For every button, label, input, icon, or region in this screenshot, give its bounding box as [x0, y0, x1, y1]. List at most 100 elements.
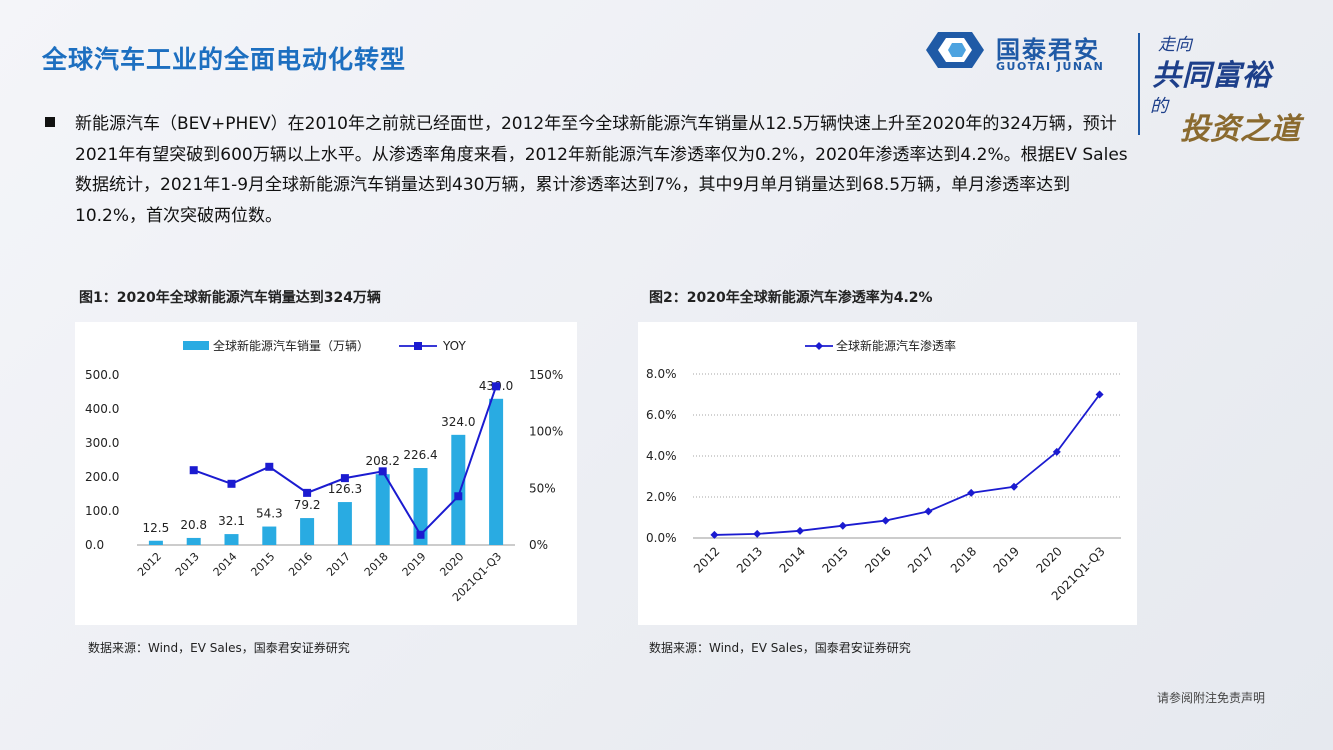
- bar-data-label: 20.8: [180, 518, 207, 532]
- x-tick-label: 2016: [286, 550, 315, 579]
- summary-paragraph: 新能源汽车（BEV+PHEV）在2010年之前就已经面世，2012年至今全球新能…: [75, 114, 1128, 226]
- y-tick-label: 6.0%: [646, 408, 677, 422]
- y-tick-label: 4.0%: [646, 449, 677, 463]
- bar-data-label: 32.1: [218, 514, 245, 528]
- figure2-panel: 全球新能源汽车渗透率 0.0% 2.0% 4.0% 6.0% 8.0% 2012 2013 20…: [638, 322, 1137, 625]
- slogan-line-4: 投资之道: [1180, 112, 1300, 147]
- legend-line-marker: [815, 342, 823, 350]
- yoy-point: [416, 530, 425, 539]
- bar-data-label: 54.3: [256, 507, 283, 521]
- y-tick-label: 200.0: [85, 470, 119, 484]
- y-tick-label: 400.0: [85, 402, 119, 416]
- slogan-line-1: 走向: [1158, 35, 1192, 55]
- legend-bar-swatch: [183, 341, 209, 350]
- penetration-point: [796, 526, 804, 535]
- x-tick-label: 2012: [691, 544, 722, 575]
- x-tick-label: 2013: [734, 544, 765, 575]
- disclaimer: 请参阅附注免责声明: [1157, 691, 1266, 705]
- guotai-junan-logo-icon: [926, 32, 984, 68]
- bar-data-label: 126.3: [328, 482, 362, 496]
- bar-data-label: 208.2: [366, 454, 400, 468]
- figure1-source: 数据来源：Wind，EV Sales，国泰君安证券研究: [88, 641, 350, 655]
- penetration-point: [838, 521, 847, 530]
- x-tick-label: 2018: [948, 544, 979, 575]
- y-tick-label: 500.0: [85, 368, 119, 382]
- penetration-line: [714, 393, 1101, 536]
- y-tick-label: 300.0: [85, 436, 119, 450]
- y2-tick-label: 50%: [529, 481, 556, 495]
- y-tick-label: 2.0%: [646, 490, 677, 504]
- yoy-point: [189, 466, 198, 475]
- x-tick-label: 2014: [777, 544, 808, 575]
- penetration-point: [1052, 447, 1061, 456]
- legend-line-marker: [414, 342, 422, 350]
- x-tick-label: 2014: [211, 550, 240, 579]
- penetration-point: [924, 507, 933, 516]
- yoy-point: [303, 488, 312, 497]
- logo-english-name: GUOTAI JUNAN: [996, 60, 1105, 73]
- sales-chart: 全球新能源汽车销量（万辆） YOY 0.0 100.0 200.0 300.0 400.0 5…: [85, 338, 563, 604]
- penetration-chart: 全球新能源汽车渗透率 0.0% 2.0% 4.0% 6.0% 8.0% 2012 2013 20…: [646, 338, 1121, 603]
- bar: [262, 526, 277, 545]
- y-tick-label: 0.0: [85, 538, 104, 552]
- x-tick-label: 2015: [248, 550, 277, 579]
- yoy-point: [265, 462, 274, 471]
- bar: [148, 540, 163, 545]
- bar: [413, 468, 428, 545]
- page-title: 全球汽车工业的全面电动化转型: [42, 45, 407, 74]
- yoy-point: [454, 492, 463, 501]
- slogan-line-2: 共同富裕: [1152, 58, 1273, 92]
- x-tick-label: 2019: [991, 544, 1022, 575]
- penetration-point: [881, 516, 890, 525]
- x-tick-label: 2020: [1033, 544, 1064, 575]
- bar-data-label: 79.2: [294, 498, 321, 512]
- penetration-point: [753, 529, 762, 538]
- penetration-point: [967, 488, 976, 497]
- x-tick-label: 2016: [862, 544, 893, 575]
- bar: [300, 518, 315, 545]
- penetration-point: [1095, 390, 1104, 399]
- x-tick-label: 2015: [819, 544, 850, 575]
- x-tick-label: 2020: [437, 550, 466, 579]
- penetration-point: [710, 530, 719, 539]
- bar: [451, 434, 466, 545]
- figure1-title: 图1：2020年全球新能源汽车销量达到324万辆: [79, 290, 381, 306]
- bullet-square-icon: [45, 117, 55, 127]
- yoy-point: [340, 474, 349, 483]
- slogan: 走向 共同富裕 的 投资之道: [1150, 30, 1300, 147]
- x-tick-label: 2013: [173, 550, 202, 579]
- legend-line-label: YOY: [442, 339, 466, 353]
- bar: [337, 502, 352, 545]
- bar-data-label: 324.0: [441, 415, 475, 429]
- bar: [224, 534, 239, 545]
- figure2-title: 图2：2020年全球新能源汽车渗透率为4.2%: [649, 290, 933, 306]
- brand-logo: 国泰君安 GUOTAI JUNAN: [924, 28, 1194, 73]
- figure1-panel: 全球新能源汽车销量（万辆） YOY 0.0 100.0 200.0 300.0 400.0 5…: [75, 322, 577, 625]
- yoy-point: [378, 467, 387, 476]
- legend-bar-label: 全球新能源汽车销量（万辆）: [213, 338, 369, 353]
- slogan-line-3: 的: [1150, 96, 1168, 117]
- y2-tick-label: 150%: [529, 368, 563, 382]
- x-tick-label: 2017: [905, 544, 936, 575]
- yoy-point: [227, 479, 236, 488]
- header-divider: [1138, 33, 1140, 135]
- legend-line-label: 全球新能源汽车渗透率: [836, 338, 956, 353]
- bar: [375, 474, 390, 545]
- yoy-point: [492, 382, 501, 391]
- y-tick-label: 0.0%: [646, 531, 677, 545]
- y-tick-label: 8.0%: [646, 367, 677, 381]
- figure2-source: 数据来源：Wind，EV Sales，国泰君安证券研究: [649, 641, 911, 655]
- bar-data-label: 226.4: [403, 448, 437, 462]
- y2-tick-label: 0%: [529, 538, 548, 552]
- y2-tick-label: 100%: [529, 425, 563, 439]
- y-tick-label: 100.0: [85, 504, 119, 518]
- bar: [186, 537, 201, 545]
- x-tick-label: 2012: [135, 550, 164, 579]
- x-tick-label: 2018: [362, 550, 391, 579]
- logo-chinese-name: 国泰君安: [996, 36, 1100, 64]
- x-tick-label: 2017: [324, 550, 353, 579]
- bar-data-label: 12.5: [143, 521, 170, 535]
- x-tick-label: 2019: [400, 550, 429, 579]
- penetration-point: [1010, 482, 1018, 491]
- bar: [489, 398, 504, 545]
